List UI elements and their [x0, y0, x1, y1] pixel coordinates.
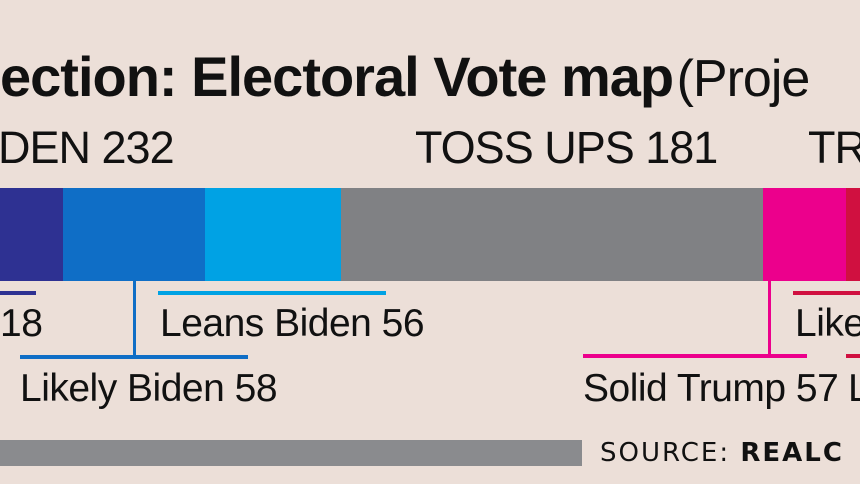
chart-title: ection: Electoral Vote map (Proje	[0, 44, 811, 109]
group-label-tossups: TOSS UPS 181	[415, 122, 718, 173]
source-divider	[0, 440, 582, 466]
bar-solid-trump	[763, 188, 846, 281]
label-likely-trump: Likel	[795, 302, 860, 345]
bar-tossups	[341, 188, 763, 281]
source-credit: SOURCE: REALC	[600, 438, 844, 468]
leader-solid-trump-stem	[768, 281, 771, 357]
title-main: ection: Electoral Vote map	[0, 45, 674, 108]
leader-leans-biden	[158, 291, 386, 295]
label-leans-trump: L	[848, 367, 860, 410]
source-prefix: SOURCE:	[600, 438, 731, 468]
leader-solid-biden	[0, 291, 36, 295]
label-solid-biden: 18	[0, 302, 43, 345]
leader-leans-trump	[846, 354, 860, 358]
bar-leans-biden	[205, 188, 341, 281]
group-label-biden: DEN 232	[0, 122, 175, 173]
group-label-trump: TR	[808, 122, 860, 173]
bar-likely-trump	[846, 188, 860, 281]
leader-likely-trump	[793, 291, 860, 295]
leader-likely-biden	[20, 355, 248, 359]
title-suffix: (Proje	[676, 50, 811, 108]
label-leans-biden: Leans Biden 56	[160, 302, 425, 345]
source-name: REALC	[740, 438, 844, 468]
leader-solid-trump	[583, 354, 807, 358]
label-solid-trump: Solid Trump 57	[583, 367, 839, 410]
bar-solid-biden	[0, 188, 63, 281]
label-likely-biden: Likely Biden 58	[20, 367, 278, 410]
bar-likely-biden	[63, 188, 205, 281]
leader-likely-biden-stem	[133, 281, 136, 358]
